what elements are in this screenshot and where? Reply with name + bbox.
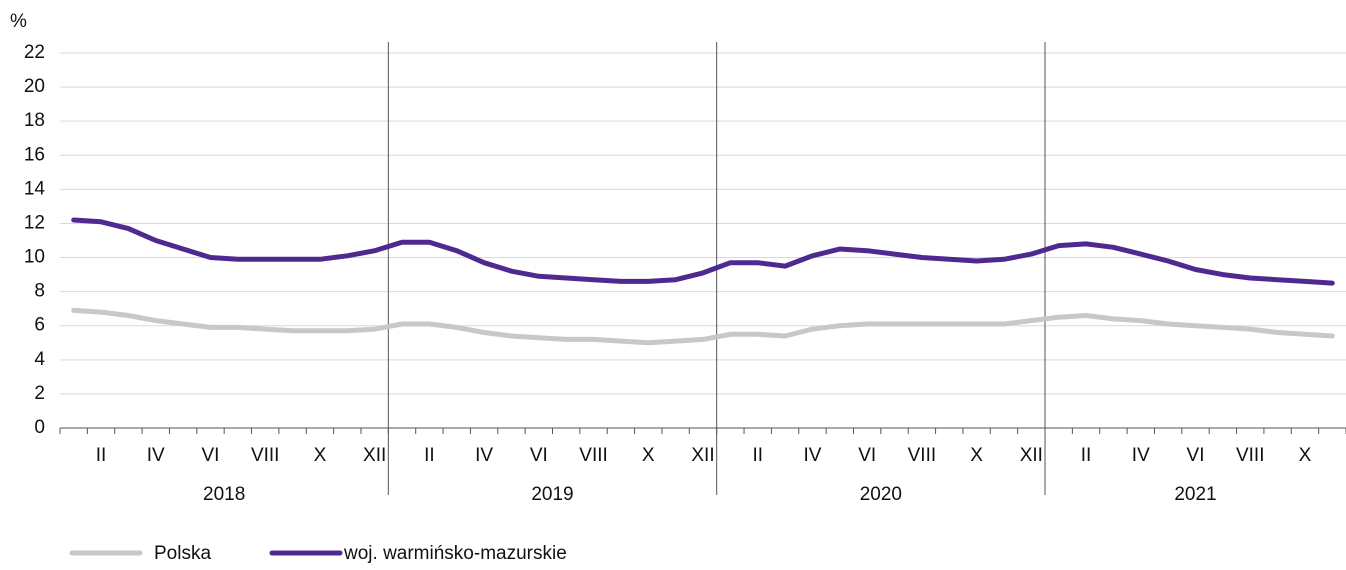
y-tick-label: 2 [34, 383, 45, 404]
year-label: 2021 [1174, 484, 1216, 505]
y-tick-label: 8 [34, 281, 45, 302]
x-tick-label: VIII [908, 445, 937, 466]
year-label: 2018 [203, 484, 245, 505]
year-label: 2019 [531, 484, 573, 505]
legend-label: woj. warmińsko-mazurskie [343, 543, 567, 564]
x-tick-label: XII [691, 445, 714, 466]
x-tick-label: VI [530, 445, 548, 466]
x-tick-label: VI [858, 445, 876, 466]
x-tick-label: X [970, 445, 983, 466]
y-tick-label: 4 [34, 349, 45, 370]
line-series [71, 307, 1335, 346]
x-tick-label: IV [475, 445, 493, 466]
legend-label: Polska [154, 543, 211, 564]
x-tick-label: VI [202, 445, 220, 466]
x-tick-label: IV [1132, 445, 1150, 466]
y-tick-label: 14 [24, 178, 46, 199]
x-tick-label: VIII [579, 445, 608, 466]
x-tick-label: VIII [1236, 445, 1265, 466]
x-tick-label: X [642, 445, 655, 466]
x-tick-label: X [314, 445, 327, 466]
x-tick-label: IV [147, 445, 165, 466]
x-tick-label: II [752, 445, 763, 466]
y-tick-label: 22 [24, 42, 45, 63]
x-tick-label: IV [803, 445, 821, 466]
x-tick-label: X [1299, 445, 1312, 466]
y-tick-label: 0 [34, 417, 45, 438]
x-tick-label: XII [1020, 445, 1043, 466]
year-label: 2020 [860, 484, 902, 505]
y-tick-label: 12 [24, 212, 45, 233]
x-tick-label: VIII [251, 445, 280, 466]
y-tick-label: 20 [24, 76, 45, 97]
y-tick-label: 16 [24, 144, 45, 165]
x-tick-label: II [1081, 445, 1092, 466]
x-tick-label: II [424, 445, 435, 466]
line-series [71, 217, 1335, 286]
x-tick-label: II [96, 445, 107, 466]
y-tick-label: 18 [24, 110, 45, 131]
y-tick-label: 6 [34, 315, 45, 336]
y-axis-label: % [10, 11, 27, 32]
y-tick-label: 10 [24, 247, 45, 268]
x-tick-label: XII [363, 445, 386, 466]
x-tick-label: VI [1187, 445, 1205, 466]
